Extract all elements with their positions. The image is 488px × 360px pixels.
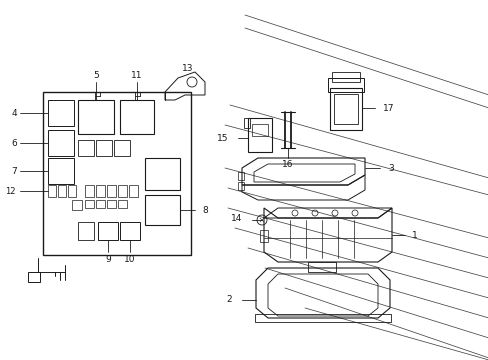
Text: 13: 13 bbox=[182, 63, 193, 72]
Bar bbox=[238, 172, 244, 180]
Text: 10: 10 bbox=[124, 256, 136, 265]
Bar bbox=[333, 94, 357, 124]
Bar bbox=[107, 185, 116, 197]
Bar bbox=[85, 185, 94, 197]
Bar bbox=[58, 185, 66, 197]
Text: 16: 16 bbox=[282, 159, 293, 168]
Bar bbox=[72, 200, 82, 210]
Bar bbox=[331, 72, 359, 82]
Bar bbox=[48, 130, 74, 156]
Text: 4: 4 bbox=[11, 108, 17, 117]
Bar bbox=[48, 158, 74, 184]
Text: 17: 17 bbox=[382, 104, 394, 112]
Bar bbox=[118, 185, 127, 197]
Bar bbox=[43, 92, 191, 255]
Text: 7: 7 bbox=[11, 166, 17, 176]
Text: 3: 3 bbox=[387, 163, 393, 172]
Bar bbox=[307, 262, 335, 272]
Bar bbox=[96, 140, 112, 156]
Bar bbox=[28, 272, 40, 282]
Bar bbox=[118, 200, 127, 208]
Text: 1: 1 bbox=[411, 230, 417, 239]
Text: 8: 8 bbox=[202, 206, 207, 215]
Bar bbox=[120, 100, 154, 134]
Bar bbox=[68, 185, 76, 197]
Bar bbox=[78, 100, 114, 134]
Bar bbox=[238, 182, 244, 190]
Bar bbox=[329, 88, 361, 130]
Bar bbox=[78, 222, 94, 240]
Text: 11: 11 bbox=[131, 71, 142, 80]
Bar bbox=[145, 195, 180, 225]
Text: 14: 14 bbox=[230, 213, 242, 222]
Text: 2: 2 bbox=[226, 296, 231, 305]
Text: 12: 12 bbox=[5, 186, 15, 195]
Text: 6: 6 bbox=[11, 139, 17, 148]
Bar bbox=[247, 118, 271, 152]
Bar bbox=[48, 185, 56, 197]
Bar bbox=[254, 314, 390, 322]
Bar bbox=[244, 118, 249, 128]
Text: 9: 9 bbox=[105, 256, 111, 265]
Bar bbox=[48, 100, 74, 126]
Bar bbox=[327, 78, 363, 92]
Bar bbox=[260, 230, 267, 242]
Text: 15: 15 bbox=[216, 134, 227, 143]
Bar bbox=[96, 200, 105, 208]
Bar bbox=[120, 222, 140, 240]
Bar bbox=[78, 140, 94, 156]
Bar bbox=[251, 124, 267, 136]
Bar bbox=[96, 185, 105, 197]
Bar bbox=[98, 222, 118, 240]
Bar bbox=[85, 200, 94, 208]
Bar bbox=[145, 158, 180, 190]
Bar bbox=[107, 200, 116, 208]
Bar bbox=[129, 185, 138, 197]
Bar bbox=[114, 140, 130, 156]
Text: 5: 5 bbox=[93, 71, 99, 80]
